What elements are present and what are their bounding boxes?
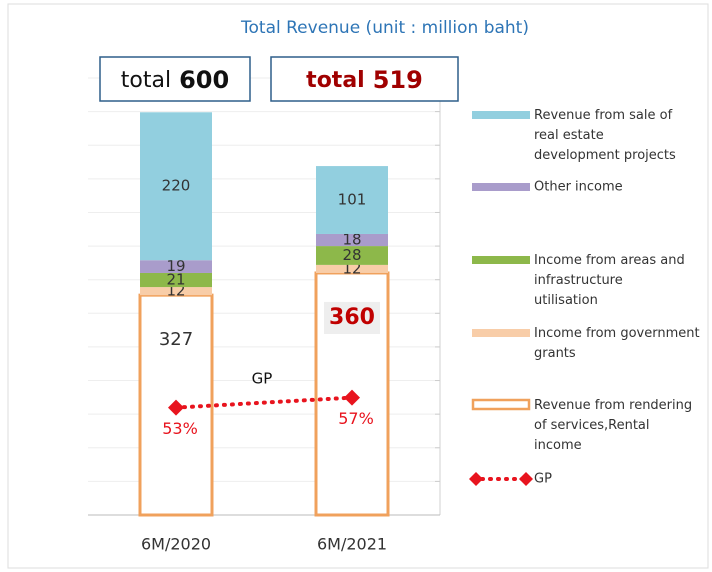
bar-segment — [140, 112, 212, 261]
legend-swatch — [471, 398, 531, 411]
legend-label: Income from government grants — [534, 326, 700, 361]
gp-name: GP — [252, 370, 273, 388]
value-label: 21 — [166, 271, 185, 289]
x-tick-label: 6M/2021 — [317, 535, 387, 554]
gp-marker — [344, 389, 360, 406]
legend-swatch — [472, 183, 530, 191]
legend-marker — [469, 472, 483, 486]
total-value: 519 — [373, 66, 423, 94]
value-label: 327 — [159, 329, 193, 350]
bar-segment — [140, 260, 212, 273]
bar-segment — [140, 272, 212, 288]
legend-swatch — [472, 256, 530, 264]
total-word: total — [306, 68, 365, 93]
total-label: total 600 — [121, 66, 229, 94]
legend-swatch — [472, 111, 530, 119]
bar-segment — [140, 287, 212, 296]
legend-marker — [519, 472, 533, 486]
total-label: total 519 — [306, 66, 423, 94]
gp-marker — [168, 399, 184, 416]
gp-label: 57% — [338, 409, 374, 428]
value-label: 28 — [342, 246, 361, 264]
legend-label: Revenue from sale of real estate developme… — [534, 108, 676, 163]
x-tick-label: 6M/2020 — [141, 535, 211, 554]
bar-segment — [316, 166, 388, 234]
total-word: total — [121, 68, 171, 93]
value-label: 101 — [338, 191, 367, 209]
legend-label: Income from areas and infrastructure utili… — [534, 253, 685, 308]
label-box — [324, 301, 380, 334]
chart-title: Total Revenue (unit : million baht) — [240, 18, 529, 38]
bar-segment — [316, 233, 388, 247]
total-value: 600 — [179, 66, 229, 94]
value-label: 18 — [342, 231, 361, 249]
value-label: 360 — [329, 305, 375, 330]
legend-swatch — [472, 329, 530, 337]
value-label: 220 — [162, 177, 191, 195]
total-box — [99, 56, 251, 102]
legend-label: Other income — [534, 180, 623, 195]
bar-segment — [316, 264, 388, 273]
legend-label: GP — [534, 472, 552, 487]
value-label: 19 — [166, 257, 185, 275]
gp-line — [174, 395, 354, 410]
bar-segment — [316, 246, 388, 265]
total-box — [270, 56, 459, 102]
legend-label: Revenue from rendering of services,Rental… — [534, 398, 692, 453]
gp-label: 53% — [162, 419, 198, 438]
